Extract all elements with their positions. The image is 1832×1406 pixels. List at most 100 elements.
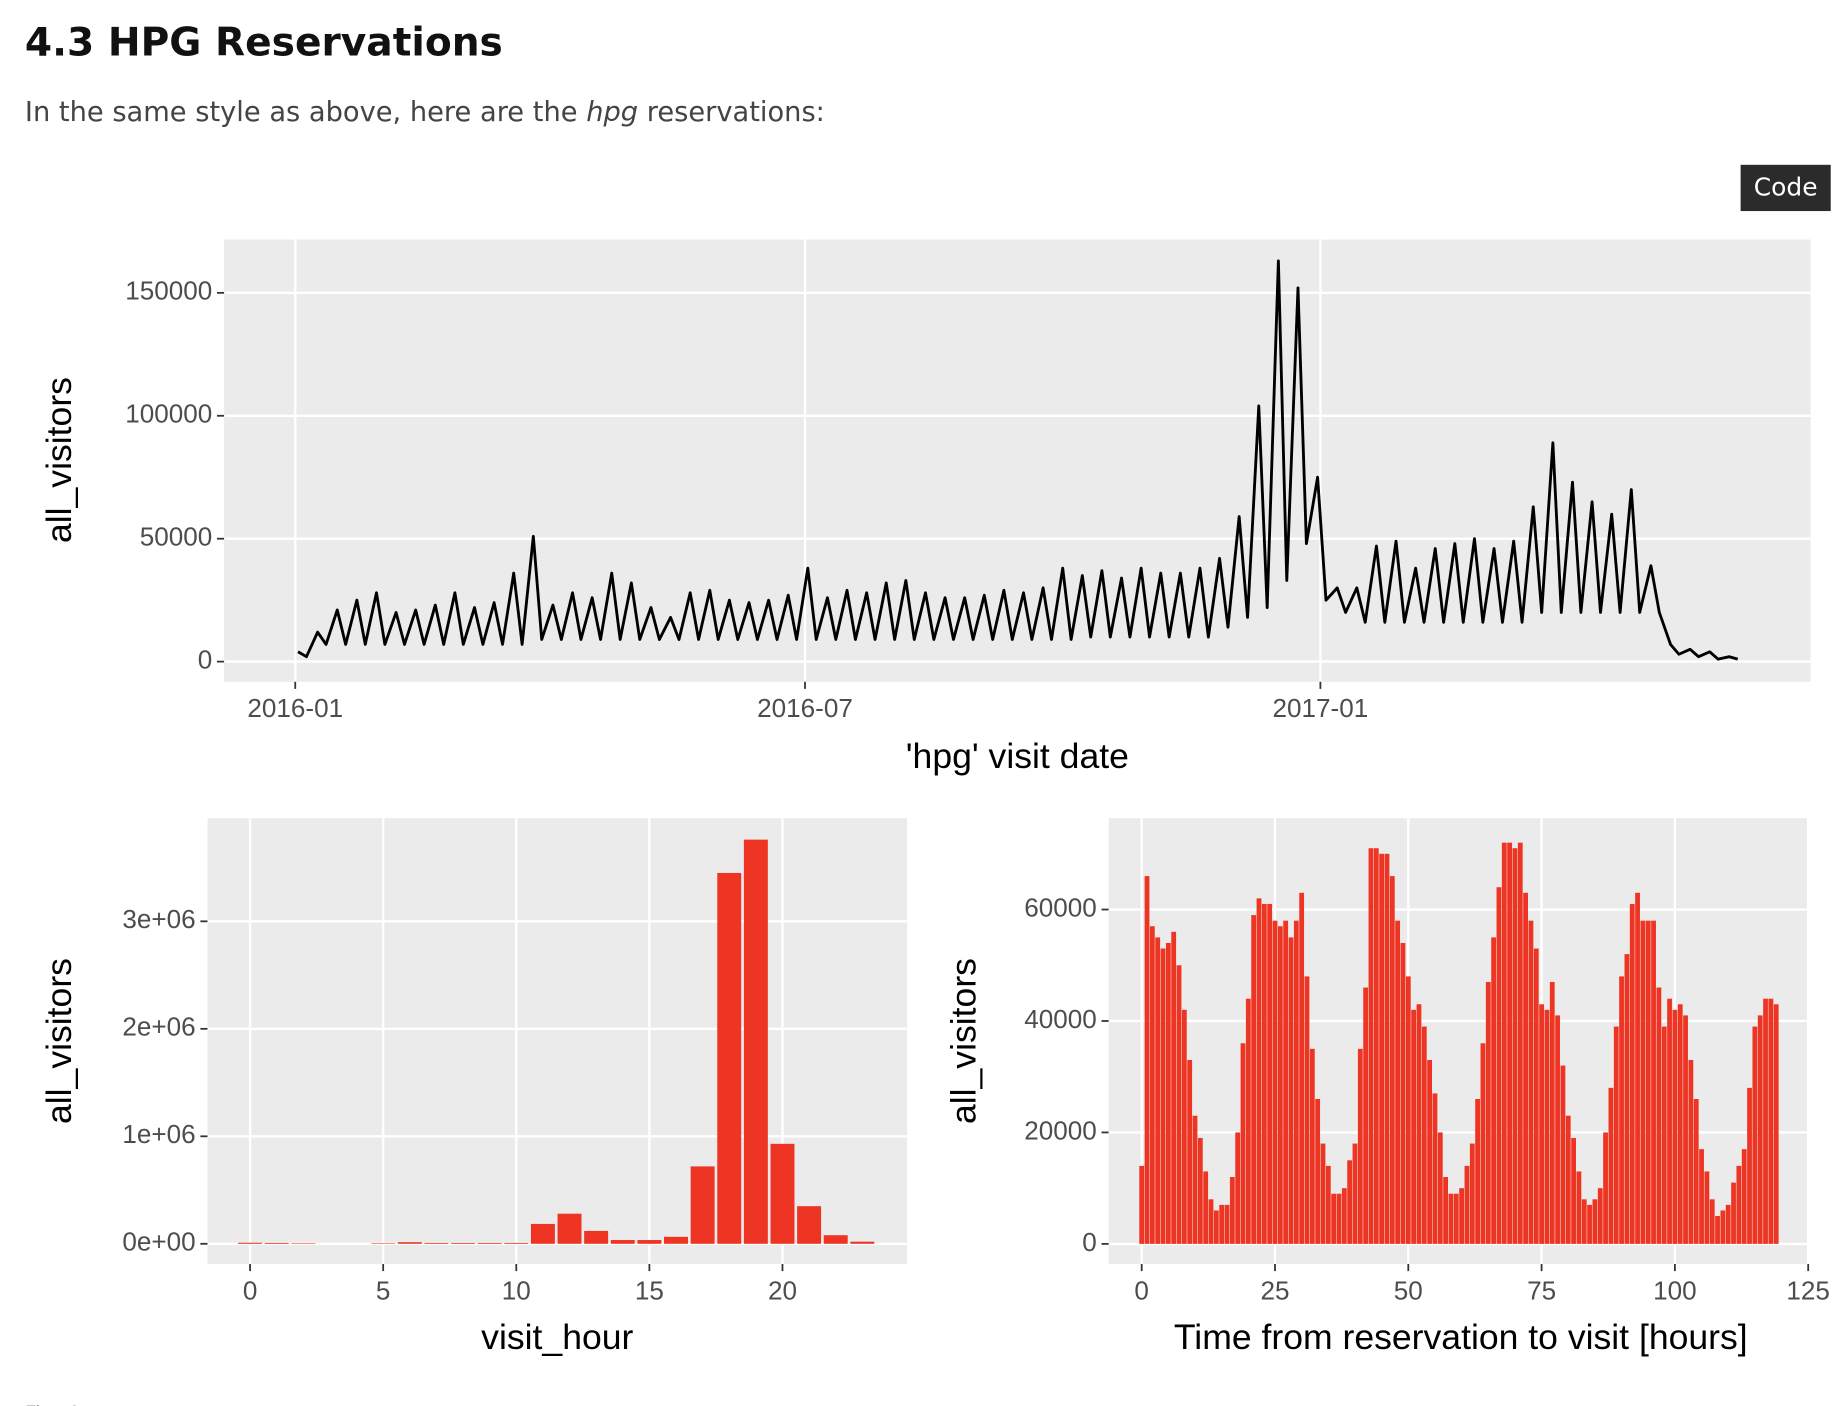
bar: [1501, 842, 1507, 1244]
bar: [1427, 1059, 1433, 1244]
x-axis-title: visit_hour: [481, 1317, 633, 1357]
bar: [1421, 1026, 1427, 1244]
bar: [1571, 1138, 1576, 1244]
bar: [1379, 853, 1385, 1244]
x-tick-label: 2017-01: [1273, 693, 1369, 723]
bar: [1416, 1004, 1422, 1244]
y-axis-title: all_visitors: [39, 958, 79, 1124]
bar: [1480, 1043, 1486, 1244]
bar: [1176, 965, 1182, 1244]
x-tick-label: 5: [376, 1275, 391, 1305]
bar: [1213, 1210, 1219, 1244]
bar: [1267, 903, 1273, 1244]
bar: [1688, 1059, 1694, 1244]
bar: [1299, 892, 1305, 1244]
bar: [770, 1143, 795, 1244]
bar: [1240, 1043, 1246, 1244]
code-button[interactable]: Code: [1740, 164, 1831, 212]
bar: [1448, 1193, 1454, 1244]
bar: [1293, 920, 1299, 1244]
bar: [1661, 1026, 1667, 1244]
bar: [1699, 1149, 1704, 1244]
bar: [1219, 1204, 1225, 1244]
bar: [610, 1240, 635, 1244]
y-tick-label: 0: [198, 645, 213, 675]
bar: [1325, 1165, 1331, 1244]
data-line: [297, 259, 1739, 661]
bar: [1491, 937, 1497, 1244]
bar: [1197, 1138, 1203, 1244]
bar: [557, 1213, 582, 1244]
y-tick-label: 1e+06: [122, 1119, 195, 1149]
x-tick-label: 50: [1394, 1275, 1423, 1305]
bar: [1357, 1048, 1363, 1244]
x-axis-title: 'hpg' visit date: [906, 736, 1129, 776]
bar: [1640, 920, 1646, 1244]
intro-emphasis: hpg: [586, 97, 639, 129]
bar: [1181, 1009, 1187, 1244]
y-tick-label: 0: [1082, 1227, 1097, 1257]
bar: [1224, 1204, 1230, 1244]
bar: [1395, 920, 1401, 1244]
bar: [1149, 926, 1155, 1244]
bar: [1251, 915, 1257, 1244]
bar: [1613, 1026, 1619, 1244]
bar: [1304, 976, 1310, 1244]
x-tick-label: 100: [1653, 1275, 1697, 1305]
bar: [1443, 1177, 1449, 1244]
bar: [1747, 1087, 1752, 1244]
bar: [1715, 1216, 1720, 1244]
bar: [1160, 948, 1166, 1244]
bar: [1533, 948, 1539, 1244]
bar: [743, 839, 768, 1244]
bar: [1555, 1015, 1560, 1244]
bar: [797, 1206, 822, 1244]
bar: [1763, 998, 1768, 1244]
bar: [1773, 1004, 1779, 1244]
bar: [530, 1223, 555, 1244]
bar: [1261, 903, 1267, 1244]
bar: [291, 1243, 316, 1244]
bar: [477, 1242, 502, 1244]
plot-panel: [224, 239, 1811, 682]
bar: [1384, 853, 1390, 1244]
bar: [1592, 1199, 1598, 1244]
bar: [850, 1241, 875, 1244]
bar: [1400, 942, 1406, 1244]
bar: [1629, 903, 1635, 1244]
bar: [1277, 926, 1283, 1244]
bar: [1389, 876, 1395, 1244]
bar: [1272, 920, 1278, 1244]
bar: [1523, 892, 1528, 1244]
bar: [371, 1243, 396, 1244]
bar: [1459, 1188, 1465, 1244]
bar: [1347, 1160, 1353, 1244]
y-tick-label: 100000: [125, 399, 212, 429]
bar: [1539, 1004, 1544, 1244]
x-tick-label: 15: [635, 1275, 664, 1305]
bar: [1587, 1204, 1592, 1244]
bar: [1187, 1059, 1193, 1244]
bar: [1368, 848, 1374, 1244]
bar: [1405, 976, 1411, 1244]
y-axis-title: all_visitors: [944, 958, 984, 1124]
y-tick-label: 60000: [1024, 892, 1097, 922]
bar: [1203, 1171, 1209, 1244]
bar: [1549, 981, 1555, 1244]
bar: [1437, 1132, 1443, 1244]
bar: [264, 1242, 289, 1244]
bar: [637, 1240, 662, 1244]
bar: [1155, 937, 1161, 1244]
bar: [1411, 1009, 1417, 1244]
bar: [1677, 1004, 1683, 1244]
bar: [1235, 1132, 1241, 1244]
bar: [1517, 842, 1523, 1244]
bar: [1720, 1210, 1726, 1244]
x-tick-label: 125: [1786, 1275, 1830, 1305]
bar: [1464, 1165, 1470, 1244]
bar: [1757, 1015, 1763, 1244]
x-tick-label: 25: [1260, 1275, 1289, 1305]
bar: [424, 1242, 449, 1244]
